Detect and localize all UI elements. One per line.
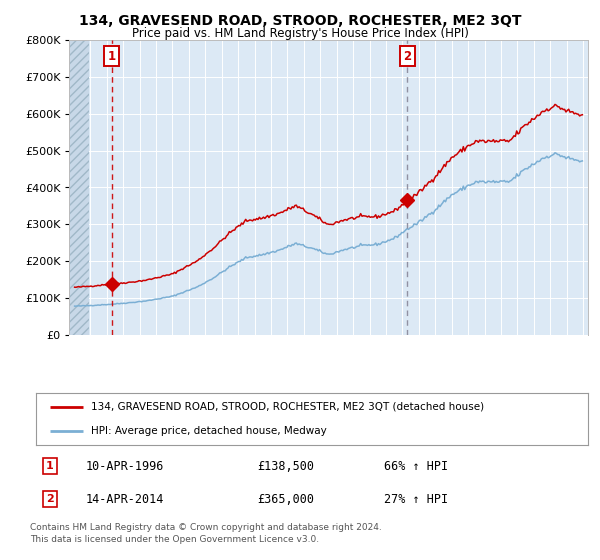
Text: 1: 1 [107,50,116,63]
Text: 2: 2 [403,50,411,63]
Text: 134, GRAVESEND ROAD, STROOD, ROCHESTER, ME2 3QT: 134, GRAVESEND ROAD, STROOD, ROCHESTER, … [79,14,521,28]
Text: 2: 2 [46,494,53,504]
Text: 10-APR-1996: 10-APR-1996 [86,460,164,473]
Text: HPI: Average price, detached house, Medway: HPI: Average price, detached house, Medw… [91,426,327,436]
Text: 134, GRAVESEND ROAD, STROOD, ROCHESTER, ME2 3QT (detached house): 134, GRAVESEND ROAD, STROOD, ROCHESTER, … [91,402,484,412]
Text: £365,000: £365,000 [257,493,314,506]
Text: 14-APR-2014: 14-APR-2014 [86,493,164,506]
Text: 1: 1 [46,461,53,471]
Text: 27% ↑ HPI: 27% ↑ HPI [384,493,448,506]
Bar [69,40,89,335]
Text: Contains HM Land Registry data © Crown copyright and database right 2024.
This d: Contains HM Land Registry data © Crown c… [30,523,382,544]
Text: £138,500: £138,500 [257,460,314,473]
Text: 66% ↑ HPI: 66% ↑ HPI [384,460,448,473]
Text: Price paid vs. HM Land Registry's House Price Index (HPI): Price paid vs. HM Land Registry's House … [131,27,469,40]
